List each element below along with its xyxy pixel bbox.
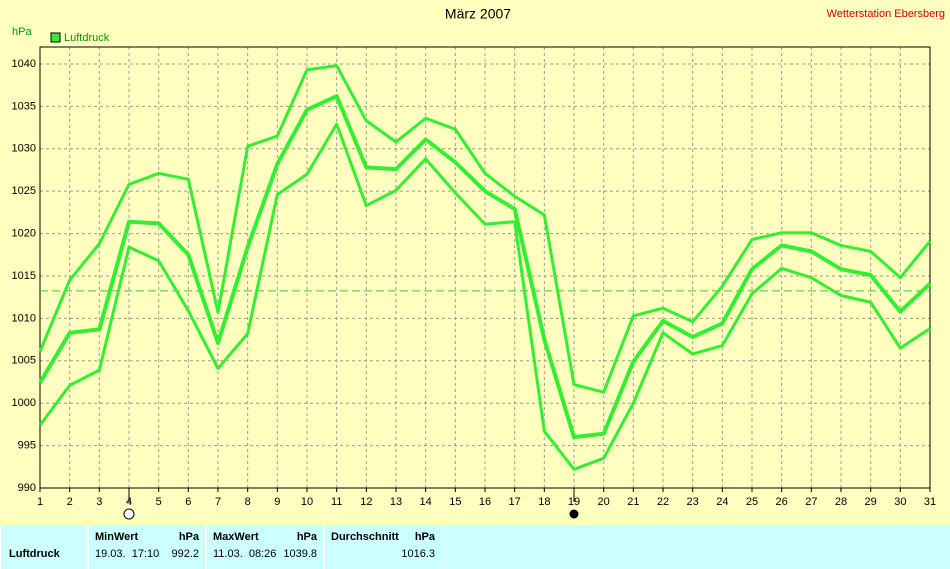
x-tick-label: 12 [360, 496, 372, 508]
x-tick-label: 15 [449, 496, 461, 508]
x-tick-label: 11 [331, 496, 342, 508]
cell-value: 1016.3 [401, 548, 435, 560]
series-line [38, 94, 932, 440]
x-tick-label: 30 [894, 496, 906, 508]
avg-column: Durchschnitt hPa 1016.3 [324, 525, 442, 569]
stats-table: Luftdruck MinWert hPa 19.03. 17:10 992.2… [0, 525, 950, 569]
row-labels: Luftdruck [0, 525, 88, 569]
y-tick-label: 990 [18, 482, 36, 494]
series-line [38, 122, 931, 471]
x-tick-label: 2 [67, 496, 73, 508]
x-tick-label: 31 [924, 496, 936, 508]
x-tick-label: 20 [598, 496, 610, 508]
x-tick-label: 5 [156, 496, 162, 508]
y-tick-label: 1010 [12, 312, 36, 324]
moon-marker [123, 508, 135, 520]
y-tick-label: 1020 [12, 227, 36, 239]
x-tick-label: 7 [215, 496, 221, 508]
x-tick-label: 9 [274, 496, 280, 508]
x-tick-label: 3 [96, 496, 102, 508]
y-tick-label: 1025 [12, 185, 36, 197]
y-tick-label: 995 [18, 440, 36, 452]
cell-time: 11.03. 08:26 [213, 548, 277, 560]
x-tick-label: 17 [509, 496, 521, 508]
x-tick-label: 22 [657, 496, 669, 508]
x-tick-label: 27 [805, 496, 817, 508]
y-tick-label: 1015 [12, 270, 36, 282]
cell-value: 1039.8 [283, 548, 317, 560]
legend-label: Luftdruck [64, 32, 110, 44]
chart-title: März 2007 [445, 6, 511, 22]
y-tick-label: 1040 [12, 58, 36, 70]
station-name: Wetterstation Ebersberg [827, 8, 945, 20]
x-tick-label: 1 [37, 496, 43, 508]
x-tick-label: 16 [479, 496, 491, 508]
max-column: MaxWert hPa 11.03. 08:26 1039.8 [206, 525, 324, 569]
series-line [38, 64, 932, 394]
col-unit: hPa [414, 531, 435, 543]
x-tick-label: 21 [627, 496, 639, 508]
min-column: MinWert hPa 19.03. 17:10 992.2 [88, 525, 206, 569]
x-tick-label: 28 [835, 496, 847, 508]
y-tick-label: 1030 [12, 143, 36, 155]
cell-time: 19.03. 17:10 [95, 548, 160, 560]
x-tick-label: 13 [390, 496, 402, 508]
x-tick-label: 14 [420, 496, 432, 508]
legend-swatch [50, 32, 61, 43]
col-title: Durchschnitt [331, 531, 399, 543]
x-tick-label: 8 [245, 496, 251, 508]
y-tick-label: 1005 [12, 355, 36, 367]
col-title: MaxWert [213, 531, 259, 543]
x-tick-label: 25 [746, 496, 758, 508]
x-tick-label: 24 [716, 496, 728, 508]
chart: März 2007 Wetterstation Ebersberg hPa Lu… [12, 6, 945, 520]
y-tick-label: 1035 [12, 100, 36, 112]
y-tick-label: 1000 [12, 397, 36, 409]
x-tick-label: 18 [538, 496, 550, 508]
moon-marker [569, 509, 579, 519]
y-axis-label: hPa [12, 26, 32, 38]
x-tick-label: 6 [185, 496, 191, 508]
plot-frame [39, 46, 931, 489]
x-tick-label: 29 [865, 496, 877, 508]
x-tick-label: 10 [301, 496, 313, 508]
col-unit: hPa [178, 531, 199, 543]
col-unit: hPa [296, 531, 317, 543]
row-label: Luftdruck [9, 548, 60, 560]
x-tick-label: 23 [687, 496, 699, 508]
cell-value: 992.2 [171, 548, 199, 560]
x-tick-label: 26 [776, 496, 788, 508]
col-title: MinWert [95, 531, 139, 543]
